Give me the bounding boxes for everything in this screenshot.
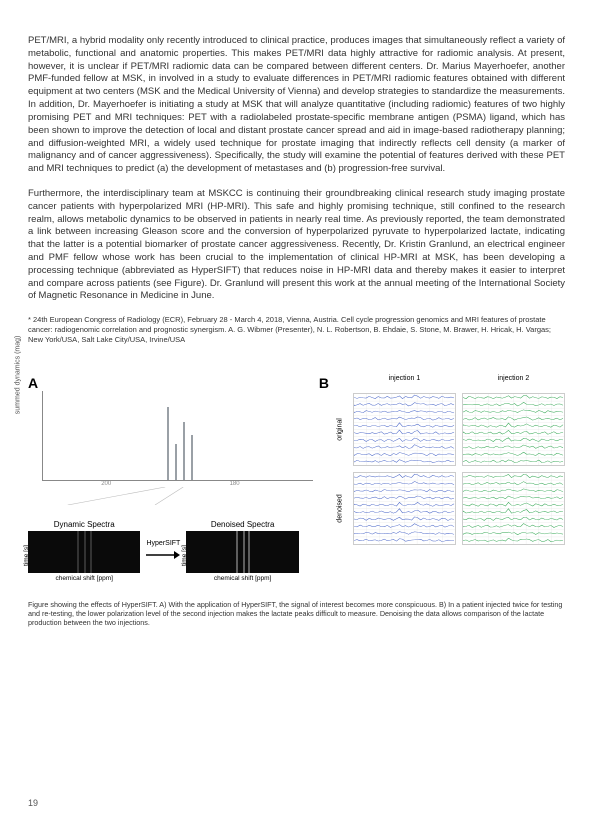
signal-original-inj1	[353, 393, 456, 466]
figure-caption: Figure showing the effects of HyperSIFT.…	[28, 600, 565, 628]
panel-a-ylabel: summed dynamics (mag)	[15, 336, 22, 415]
injection-1-label: injection 1	[353, 375, 456, 387]
figure-panel-b: B injection 1 injection 2 original denoi…	[319, 375, 565, 582]
dynamic-spectra-box: Dynamic Spectra time [s] chemical shift …	[28, 520, 140, 582]
denoised-spectra-title: Denoised Spectra	[186, 520, 298, 529]
figure-container: A summed dynamics (mag) 200 180 Dynamic …	[28, 375, 565, 582]
spectrum-plot	[42, 391, 313, 481]
dynamic-xlabel: chemical shift [ppm]	[28, 575, 140, 582]
spectra-row: Dynamic Spectra time [s] chemical shift …	[28, 520, 299, 582]
arrow-label: HyperSIFT	[146, 540, 180, 547]
signal-denoised-inj2	[462, 472, 565, 545]
denoised-xlabel: chemical shift [ppm]	[186, 575, 298, 582]
signal-denoised-inj1	[353, 472, 456, 545]
signal-original-inj2	[462, 393, 565, 466]
panel-a-label: A	[28, 375, 299, 391]
page-number: 19	[28, 798, 38, 808]
body-paragraph-1: PET/MRI, a hybrid modality only recently…	[28, 35, 565, 176]
dynamic-spectra-image	[28, 531, 140, 573]
panel-b-label: B	[319, 375, 329, 391]
denoised-spectra-box: Denoised Spectra time [s] chemical shift…	[186, 520, 298, 582]
citation-footnote: * 24th European Congress of Radiology (E…	[28, 315, 565, 344]
denoised-spectra-image	[186, 531, 298, 573]
body-paragraph-2: Furthermore, the interdisciplinary team …	[28, 188, 565, 303]
figure-panel-a: A summed dynamics (mag) 200 180 Dynamic …	[28, 375, 299, 582]
hypersift-arrow: HyperSIFT	[146, 540, 180, 561]
injection-2-label: injection 2	[462, 375, 565, 387]
dynamic-spectra-title: Dynamic Spectra	[28, 520, 140, 529]
